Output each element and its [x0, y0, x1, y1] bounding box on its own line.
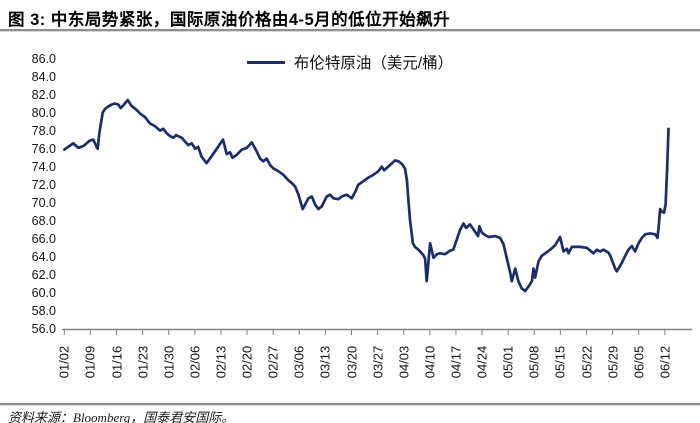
legend-label: 布伦特原油（美元/桶） — [293, 55, 454, 72]
legend-line-marker — [246, 60, 285, 64]
source-note: 资料来源：Bloomberg，国泰君安国际。 — [8, 410, 235, 423]
chart-legend: 布伦特原油（美元/桶） — [0, 52, 700, 72]
figure-title: 图 3: 中东局势紧张，国际原油价格由4-5月的低位开始飙升 — [8, 11, 451, 29]
brent-price-line — [62, 98, 670, 293]
source-divider — [0, 403, 700, 406]
title-divider — [0, 29, 700, 32]
